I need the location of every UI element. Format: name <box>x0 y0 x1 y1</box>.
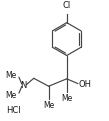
Text: Me: Me <box>5 71 16 80</box>
Text: OH: OH <box>79 80 92 89</box>
Text: N: N <box>20 81 27 90</box>
Text: Me: Me <box>43 101 54 110</box>
Text: Me: Me <box>5 91 16 100</box>
Text: Me: Me <box>61 94 72 103</box>
Text: Cl: Cl <box>63 1 71 10</box>
Text: HCl: HCl <box>6 106 20 115</box>
